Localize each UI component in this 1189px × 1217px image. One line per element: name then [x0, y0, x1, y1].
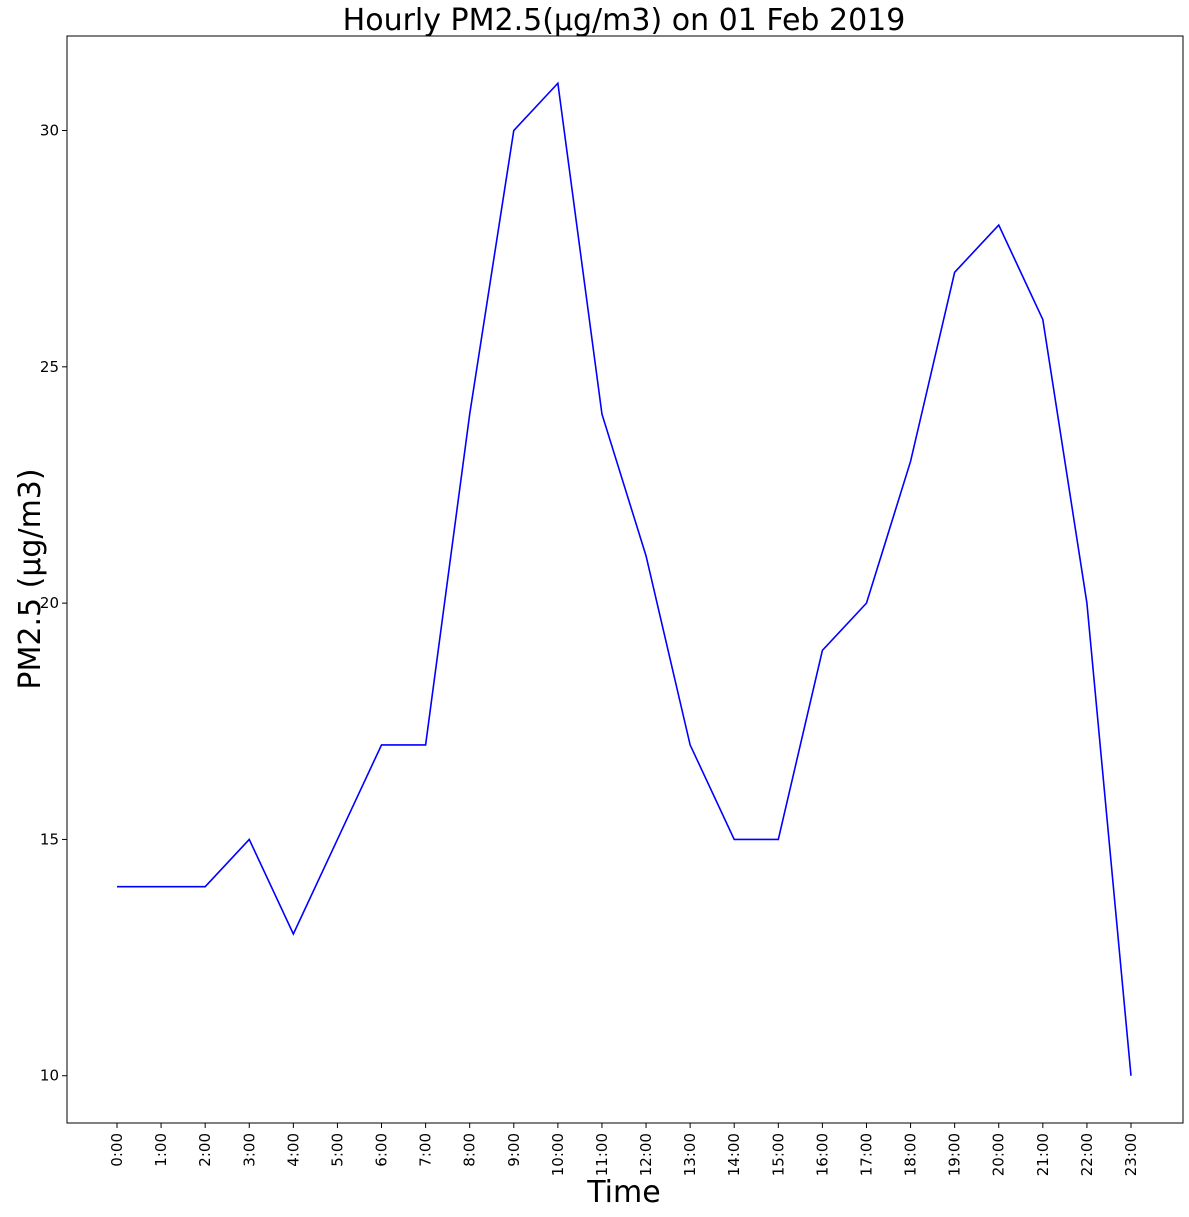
data-point [292, 933, 294, 935]
data-point [381, 744, 383, 746]
data-point [557, 82, 559, 84]
y-tick-label: 25 [40, 358, 59, 376]
data-point [336, 838, 338, 840]
plot-area: 10 15 20 25 30 0:00 1:00 2:00 3:00 4:00 5:00 6:00 7:… [40, 35, 1184, 1176]
data-point [469, 413, 471, 415]
data-point [954, 271, 956, 273]
data-point [425, 744, 427, 746]
x-tick-label: 1:00 [152, 1133, 170, 1167]
x-tick-label: 10:00 [549, 1133, 567, 1176]
x-tick-label: 9:00 [505, 1133, 523, 1167]
x-tick-label: 3:00 [240, 1133, 258, 1167]
data-point [1042, 319, 1044, 321]
x-tick-label: 0:00 [108, 1133, 126, 1167]
x-tick-label: 6:00 [373, 1133, 391, 1167]
x-tick-label: 14:00 [725, 1133, 743, 1176]
x-tick-label: 20:00 [990, 1133, 1008, 1176]
data-point [513, 130, 515, 132]
series-line [117, 81, 1132, 1076]
data-point [601, 413, 603, 415]
data-point [998, 224, 1000, 226]
data-point [865, 602, 867, 604]
data-point [733, 838, 735, 840]
x-axis-label: Time [586, 1175, 660, 1210]
plot-frame [66, 35, 1184, 1124]
y-tick-label: 15 [40, 830, 59, 848]
x-tick-label: 7:00 [417, 1133, 435, 1167]
data-point [1130, 1075, 1132, 1077]
x-tick-label: 12:00 [637, 1133, 655, 1176]
data-point [248, 838, 250, 840]
data-point [160, 886, 162, 888]
x-tick-label: 21:00 [1034, 1133, 1052, 1176]
data-point [645, 555, 647, 557]
x-tick-label: 11:00 [593, 1133, 611, 1176]
data-point [777, 838, 779, 840]
x-tick-label: 19:00 [946, 1133, 964, 1176]
data-point [116, 886, 118, 888]
x-tick-label: 4:00 [284, 1133, 302, 1167]
data-point [910, 460, 912, 462]
y-tick-label: 30 [40, 122, 59, 140]
x-tick-label: 22:00 [1078, 1133, 1096, 1176]
x-tick-label: 8:00 [461, 1133, 479, 1167]
x-tick-label: 15:00 [769, 1133, 787, 1176]
x-tick-label: 18:00 [902, 1133, 920, 1176]
y-tick-label: 10 [40, 1067, 59, 1085]
y-tick-label: 20 [40, 594, 59, 612]
x-tick-label: 13:00 [681, 1133, 699, 1176]
y-axis-label: PM2.5 (µg/m3) [13, 468, 48, 689]
data-point [204, 886, 206, 888]
data-point [1086, 602, 1088, 604]
x-tick-label: 23:00 [1122, 1133, 1140, 1176]
x-tick-label: 16:00 [813, 1133, 831, 1176]
data-point [821, 649, 823, 651]
chart-title: Hourly PM2.5(µg/m3) on 01 Feb 2019 [343, 3, 906, 38]
data-point [689, 744, 691, 746]
x-tick-label: 5:00 [328, 1133, 346, 1167]
x-tick-label: 17:00 [857, 1133, 875, 1176]
x-tick-label: 2:00 [196, 1133, 214, 1167]
